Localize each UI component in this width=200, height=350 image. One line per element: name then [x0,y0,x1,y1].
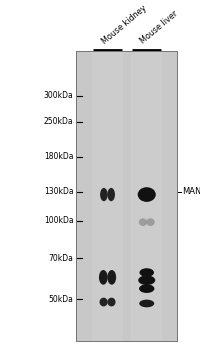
Ellipse shape [99,298,107,306]
Bar [76,51,176,341]
Bar [76,51,176,341]
Ellipse shape [107,188,114,201]
Ellipse shape [137,187,155,202]
Ellipse shape [139,268,153,277]
Ellipse shape [138,284,154,293]
Ellipse shape [139,300,154,307]
Text: 250kDa: 250kDa [44,117,73,126]
Bar [92,51,122,341]
Text: Mouse kidney: Mouse kidney [99,3,147,46]
Text: MAN2C1: MAN2C1 [181,187,200,196]
Text: Mouse liver: Mouse liver [138,9,179,46]
Text: 50kDa: 50kDa [48,295,73,304]
Ellipse shape [100,188,107,201]
Text: 130kDa: 130kDa [44,187,73,196]
Text: 300kDa: 300kDa [43,91,73,100]
Text: 100kDa: 100kDa [44,216,73,225]
Text: 180kDa: 180kDa [44,152,73,161]
Ellipse shape [138,218,146,226]
Ellipse shape [107,298,115,306]
Ellipse shape [107,270,116,285]
Text: 70kDa: 70kDa [48,254,73,263]
Bar [130,51,162,341]
Ellipse shape [98,270,107,285]
Ellipse shape [138,275,154,285]
Ellipse shape [146,218,154,226]
